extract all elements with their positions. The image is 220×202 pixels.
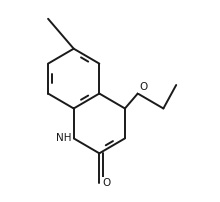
Text: NH: NH bbox=[57, 133, 72, 143]
Text: O: O bbox=[139, 82, 148, 92]
Text: NH: NH bbox=[57, 133, 72, 143]
Text: O: O bbox=[139, 82, 148, 92]
Text: O: O bbox=[102, 178, 110, 188]
Text: O: O bbox=[102, 178, 110, 188]
